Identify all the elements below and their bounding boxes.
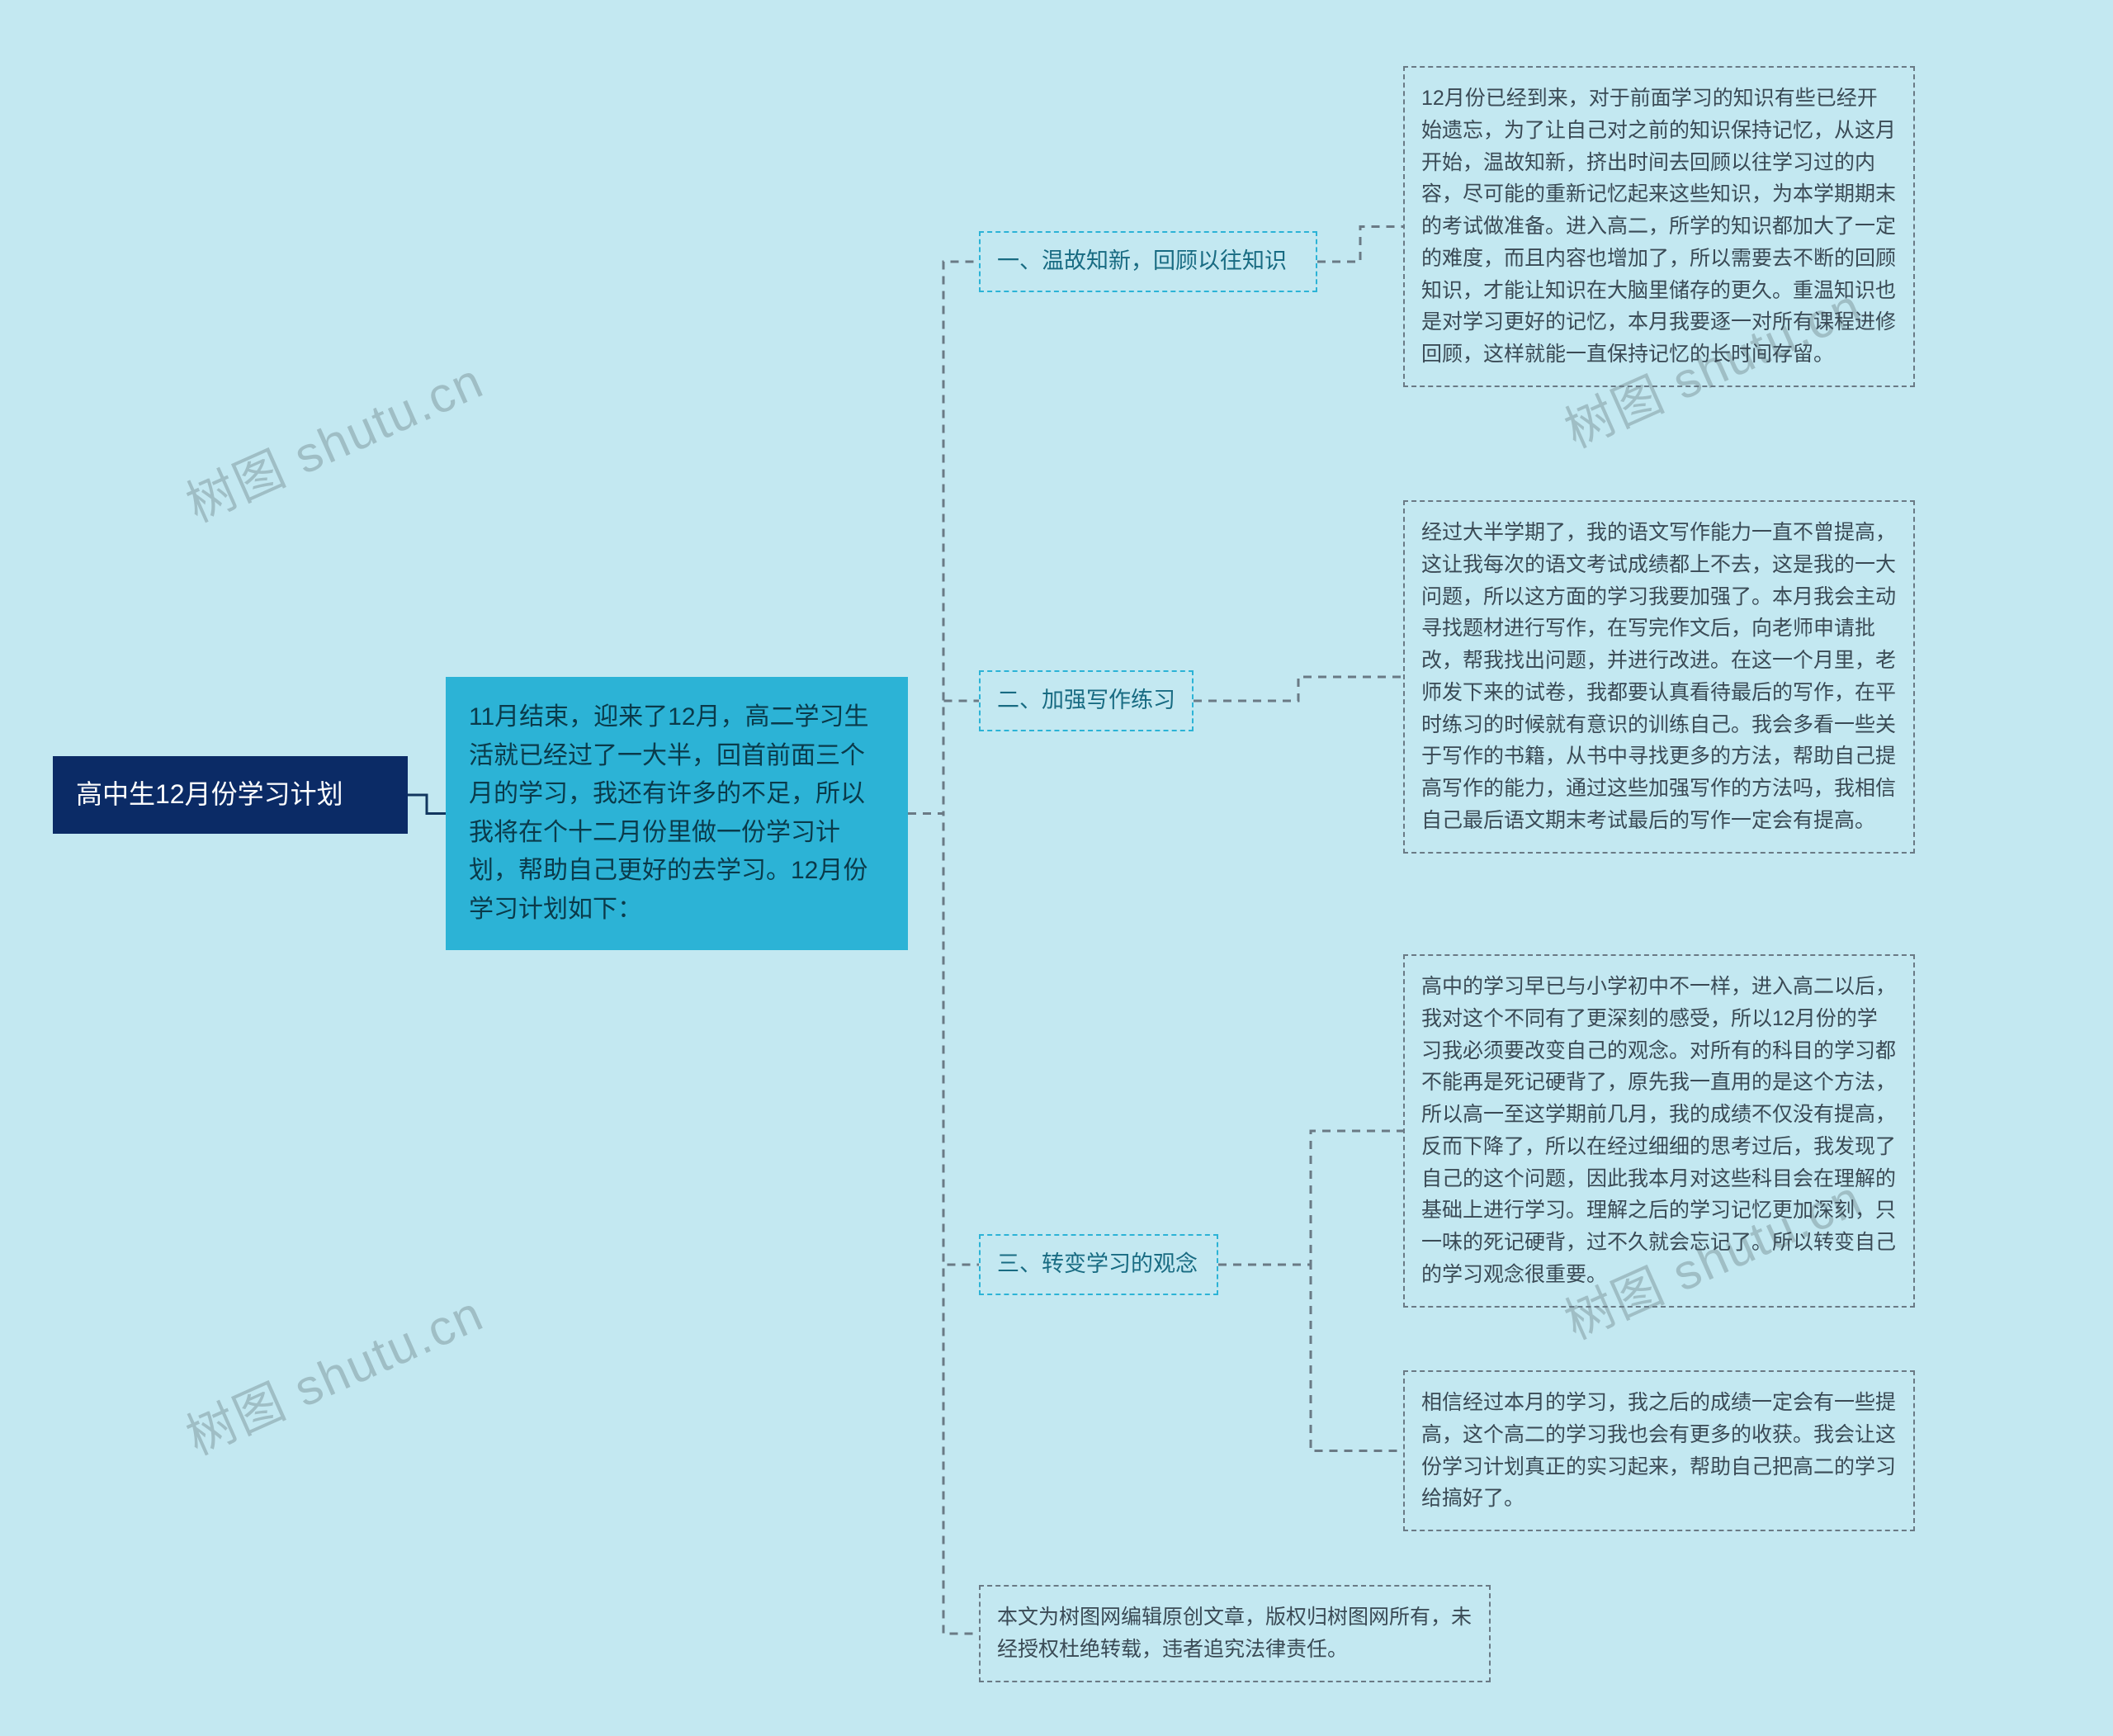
root-node-label: 高中生12月份学习计划	[76, 779, 343, 809]
branch-node-1: 一、温故知新，回顾以往知识	[979, 231, 1317, 292]
leaf-3a-text: 高中的学习早已与小学初中不一样，进入高二以后，我对这个不同有了更深刻的感受，所以…	[1421, 975, 1896, 1286]
branch-2-label: 二、加强写作练习	[997, 688, 1175, 712]
intro-node-text: 11月结束，迎来了12月，高二学习生活就已经过了一大半，回首前面三个月的学习，我…	[469, 703, 869, 923]
leaf-node-4: 本文为树图网编辑原创文章，版权归树图网所有，未经授权杜绝转载，违者追究法律责任。	[979, 1585, 1491, 1682]
leaf-3b-text: 相信经过本月的学习，我之后的成绩一定会有一些提高，这个高二的学习我也会有更多的收…	[1421, 1391, 1896, 1510]
leaf-node-3a: 高中的学习早已与小学初中不一样，进入高二以后，我对这个不同有了更深刻的感受，所以…	[1403, 954, 1915, 1308]
branch-node-2: 二、加强写作练习	[979, 670, 1194, 731]
leaf-node-2: 经过大半学期了，我的语文写作能力一直不曾提高，这让我每次的语文考试成绩都上不去，…	[1403, 500, 1915, 854]
leaf-node-1: 12月份已经到来，对于前面学习的知识有些已经开始遗忘，为了让自己对之前的知识保持…	[1403, 66, 1915, 387]
branch-3-label: 三、转变学习的观念	[997, 1251, 1198, 1276]
leaf-2-text: 经过大半学期了，我的语文写作能力一直不曾提高，这让我每次的语文考试成绩都上不去，…	[1421, 521, 1896, 832]
leaf-1-text: 12月份已经到来，对于前面学习的知识有些已经开始遗忘，为了让自己对之前的知识保持…	[1421, 87, 1896, 366]
intro-node: 11月结束，迎来了12月，高二学习生活就已经过了一大半，回首前面三个月的学习，我…	[446, 677, 908, 950]
leaf-4-text: 本文为树图网编辑原创文章，版权归树图网所有，未经授权杜绝转载，违者追究法律责任。	[997, 1606, 1472, 1661]
branch-1-label: 一、温故知新，回顾以往知识	[997, 248, 1287, 273]
branch-node-3: 三、转变学习的观念	[979, 1234, 1218, 1295]
leaf-node-3b: 相信经过本月的学习，我之后的成绩一定会有一些提高，这个高二的学习我也会有更多的收…	[1403, 1370, 1915, 1531]
root-node: 高中生12月份学习计划	[53, 756, 408, 834]
